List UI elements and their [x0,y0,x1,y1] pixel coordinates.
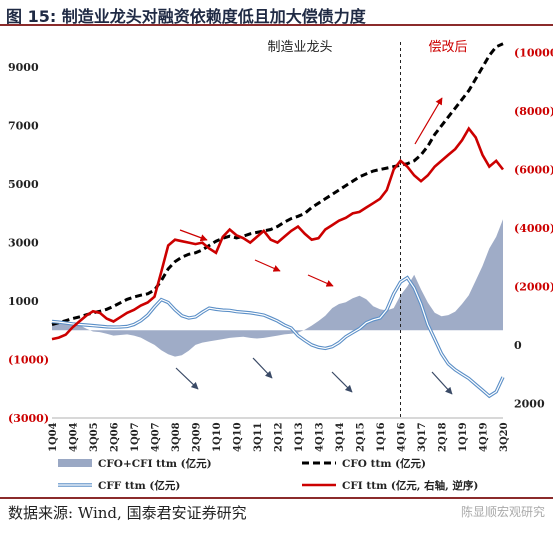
x-tick-label: 3Q08 [171,422,182,452]
series-cfo [51,42,504,326]
x-tick-label: 1Q10 [212,422,223,452]
cash-flow-chart: (3000) (1000) 1000 3000 5000 7000 9000 (10000) (… [8,40,553,492]
x-tick-label: 4Q04 [69,422,80,452]
x-tick-label: 4Q16 [397,422,408,452]
trend-arrow-red-4 [414,97,443,145]
y-left-tick-label: 5000 [8,178,39,191]
legend-label: CFO+CFI ttm (亿元) [98,457,212,470]
y-left-tick-label: 1000 [8,295,39,308]
x-tick-label: 1Q16 [376,422,387,452]
series-area-cfo-plus-cfi [52,219,503,357]
x-tick-label: 1Q19 [458,422,469,452]
x-tick-label: 2Q06 [110,422,121,452]
x-tick-label: 1Q13 [294,422,305,452]
y-left-tick-label: 3000 [8,237,39,250]
y-right-tick-label: 2000 [514,397,545,410]
x-tick-label: 4Q07 [151,422,162,452]
source-rule [0,497,553,499]
x-tick-label: 2Q15 [356,422,367,452]
legend-label: CFF ttm (亿元) [98,479,180,492]
y-left-tick-label: (1000) [8,354,49,367]
x-tick-label: 4Q13 [315,422,326,452]
title-rule [0,24,553,26]
x-tick-label: 2Q18 [438,422,449,452]
y-right-tick-label: 0 [514,339,522,352]
y-right-tick-label: (6000) [514,164,553,177]
x-tick-label: 3Q05 [89,422,100,452]
trend-arrow-slate-3 [331,371,353,393]
trend-arrow-red-1 [179,229,208,242]
x-tick-label: 2Q09 [192,422,203,452]
annotation-manufacturing-leaders: 制造业龙头 [267,40,332,55]
watermark: 陈显顺宏观研究 [460,505,545,519]
y-left-tick-label: (3000) [8,412,49,425]
legend-label: CFI ttm (亿元, 右轴, 逆序) [342,479,478,492]
trend-arrow-slate-4 [431,371,453,395]
x-tick-label: 3Q17 [417,422,428,452]
x-tick-label: 3Q14 [335,422,346,452]
x-tick-label: 3Q20 [499,422,510,452]
x-tick-label: 1Q07 [130,422,141,452]
series-cfi [51,126,505,341]
y-right-tick-label: (10000) [514,47,553,60]
trend-arrow-red-3 [307,274,334,287]
y-right-tick-label: (2000) [514,280,553,293]
figure-title: 图 15: 制造业龙头对融资依赖度低且加大偿债力度 [6,7,366,26]
x-tick-label: 2Q12 [274,422,285,452]
legend: CFO+CFI ttm (亿元) CFO ttm (亿元) CFF ttm (亿元)… [58,457,478,492]
trend-arrow-slate-2 [252,357,273,379]
legend-label: CFO ttm (亿元) [342,457,426,470]
y-right-tick-label: (8000) [514,105,553,118]
trend-arrow-red-2 [254,259,281,272]
x-tick-label: 4Q10 [233,422,244,452]
y-left-tick-label: 9000 [8,61,39,74]
annotation-after-reform: 偿改后 [428,40,467,55]
series-cff-inner [51,276,504,397]
x-tick-label: 3Q11 [253,422,264,452]
y-right-tick-label: (4000) [514,222,553,235]
legend-swatch-area [58,459,92,467]
x-tick-label: 1Q04 [48,422,59,452]
x-tick-label: 4Q19 [479,422,490,452]
trend-arrow-slate-1 [175,367,199,390]
series-cff-outer [51,275,505,399]
y-left-tick-label: 7000 [8,120,39,133]
source-note: 数据来源: Wind, 国泰君安证券研究 [8,504,247,522]
